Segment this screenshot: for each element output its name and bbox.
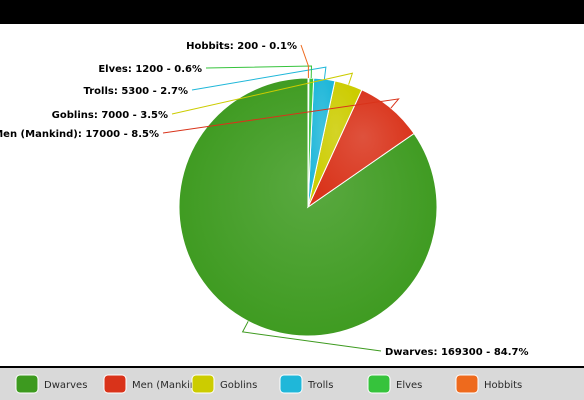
legend-item-elves[interactable]: Elves <box>367 374 422 394</box>
legend-item-dwarves[interactable]: Dwarves <box>15 374 87 394</box>
label-connectors <box>162 44 400 352</box>
connector-trolls <box>191 66 327 91</box>
pie-slices <box>178 77 438 337</box>
legend-label-hobbits: Hobbits <box>484 380 522 391</box>
legend-swatch-goblins <box>191 374 215 394</box>
legend-item-hobbits[interactable]: Hobbits <box>455 374 522 394</box>
data-label-goblins: Goblins: 7000 - 3.5% <box>52 110 168 121</box>
legend-label-dwarves: Dwarves <box>44 380 87 391</box>
legend-swatch-elves <box>367 374 391 394</box>
data-label-elves: Elves: 1200 - 0.6% <box>98 64 202 75</box>
legend-swatch-dwarves <box>15 374 39 394</box>
legend-swatch-men-mankind <box>103 374 127 394</box>
legend-swatch-trolls <box>279 374 303 394</box>
connector-dwarves <box>241 321 382 352</box>
data-labels: Dwarves: 169300 - 84.7% Men (Mankind): 17… <box>0 41 529 358</box>
data-label-dwarves: Dwarves: 169300 - 84.7% <box>385 347 529 358</box>
legend-label-elves: Elves <box>396 380 422 391</box>
data-label-men-mankind: Men (Mankind): 17000 - 8.5% <box>0 129 159 140</box>
connector-goblins <box>171 72 354 115</box>
legend-item-men-mankind[interactable]: Men (Mankind) <box>103 374 207 394</box>
data-label-hobbits: Hobbits: 200 - 0.1% <box>186 41 297 52</box>
connector-hobbits <box>300 44 309 78</box>
legend-item-trolls[interactable]: Trolls <box>279 374 333 394</box>
data-label-trolls: Trolls: 5300 - 2.7% <box>84 86 189 97</box>
legend-swatch-hobbits <box>455 374 479 394</box>
legend-label-goblins: Goblins <box>220 380 257 391</box>
connector-men-mankind <box>162 98 400 134</box>
legend-label-men-mankind: Men (Mankind) <box>132 380 207 391</box>
legend-label-trolls: Trolls <box>307 380 333 391</box>
legend: Dwarves Men (Mankind) Goblins Trolls Elves Ho… <box>15 374 522 394</box>
connector-elves <box>205 65 313 79</box>
legend-item-goblins[interactable]: Goblins <box>191 374 257 394</box>
